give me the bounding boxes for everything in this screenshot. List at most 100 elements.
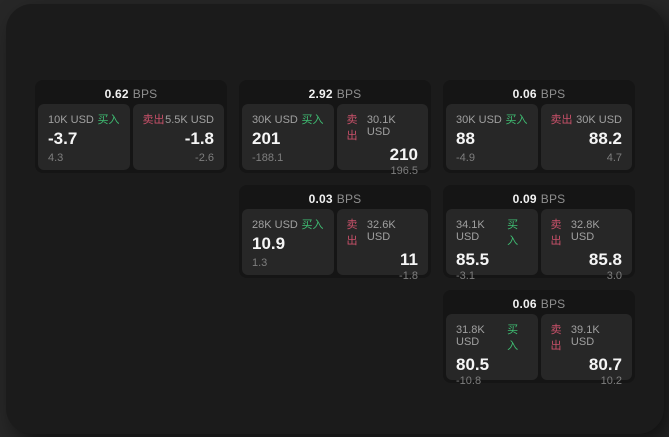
sell-size: 32.6K USD (366, 219, 396, 243)
sell-price: 80.7 (588, 355, 622, 374)
sell-delta: 3.0 (606, 269, 622, 282)
buy-side-label: 买入 (301, 219, 324, 231)
buy-price: 10.9 (252, 234, 286, 253)
sell-cell[interactable]: 卖出 32.6K USD 11 -1.8 (336, 209, 428, 282)
sell-cell[interactable]: 卖出 30.1K USD 210 196.5 (336, 104, 428, 177)
quote-card[interactable]: 0.06 BPS 31.8K USD 买入 80.5 -10.8 卖出 39.1… (443, 290, 635, 387)
buy-cell-top: 30K USD 买入 (252, 111, 324, 127)
bps-unit-label: BPS (336, 86, 362, 101)
sell-cell[interactable]: 卖出 39.1K USD 80.7 10.2 (540, 314, 632, 387)
card-header: 0.62 BPS (38, 83, 224, 104)
bps-unit-label: BPS (336, 191, 362, 206)
buy-delta: -4.9 (456, 152, 475, 164)
sell-delta: -1.8 (399, 269, 418, 282)
bps-value: 0.03 (308, 191, 333, 206)
sell-cell-top: 卖出 30.1K USD (347, 111, 419, 143)
buy-delta: 1.3 (252, 257, 268, 269)
buy-cell-top: 31.8K USD 买入 (456, 321, 528, 353)
sell-price: 88.2 (588, 129, 622, 148)
card-header: 0.06 BPS (446, 83, 632, 104)
sell-size: 39.1K USD (570, 324, 600, 348)
buy-cell-top: 30K USD 买入 (456, 111, 528, 127)
buy-size: 34.1K USD (456, 219, 485, 243)
bps-unit-label: BPS (540, 296, 566, 311)
sell-cell-top: 卖出 30K USD (551, 111, 623, 127)
sell-size: 30.1K USD (366, 114, 396, 138)
sell-delta: 196.5 (390, 164, 418, 177)
sell-size: 32.8K USD (570, 219, 600, 243)
buy-cell[interactable]: 34.1K USD 买入 85.5 -3.1 (446, 209, 538, 282)
sell-cell[interactable]: 卖出 5.5K USD -1.8 -2.6 (132, 104, 224, 170)
sell-price: 11 (400, 250, 418, 269)
bps-unit-label: BPS (540, 191, 566, 206)
buy-cell[interactable]: 30K USD 买入 88 -4.9 (446, 104, 538, 170)
buy-price: 80.5 (456, 355, 490, 374)
sell-size: 30K USD (576, 114, 622, 126)
bps-value: 0.62 (104, 86, 129, 101)
sell-cell-top: 卖出 32.8K USD (551, 216, 623, 248)
card-body: 30K USD 买入 201 -188.1 卖出 30.1K USD 210 1… (242, 104, 428, 177)
buy-delta: -10.8 (456, 374, 482, 387)
quote-grid: 0.62 BPS 10K USD 买入 -3.7 4.3 卖出 5.5K USD… (35, 80, 635, 387)
sell-size: 5.5K USD (165, 114, 214, 126)
sell-cell-top: 卖出 32.6K USD (347, 216, 419, 248)
sell-side-label: 卖出 (142, 114, 165, 126)
buy-cell[interactable]: 28K USD 买入 10.9 1.3 (242, 209, 334, 275)
app-window: 0.62 BPS 10K USD 买入 -3.7 4.3 卖出 5.5K USD… (6, 4, 664, 434)
buy-size: 31.8K USD (456, 324, 485, 348)
card-body: 34.1K USD 买入 85.5 -3.1 卖出 32.8K USD 85.8… (446, 209, 632, 282)
buy-price: 85.5 (456, 250, 490, 269)
sell-side-label: 卖出 (346, 114, 358, 142)
sell-delta: -2.6 (195, 152, 214, 164)
buy-size: 30K USD (456, 114, 502, 126)
buy-cell[interactable]: 30K USD 买入 201 -188.1 (242, 104, 334, 170)
sell-side-label: 卖出 (550, 324, 562, 352)
card-body: 28K USD 买入 10.9 1.3 卖出 32.6K USD 11 -1.8 (242, 209, 428, 282)
buy-price: -3.7 (48, 129, 78, 148)
card-body: 30K USD 买入 88 -4.9 卖出 30K USD 88.2 4.7 (446, 104, 632, 170)
buy-side-label: 买入 (507, 219, 519, 247)
card-body: 31.8K USD 买入 80.5 -10.8 卖出 39.1K USD 80.… (446, 314, 632, 387)
bps-value: 0.06 (512, 296, 537, 311)
quote-card[interactable]: 0.06 BPS 30K USD 买入 88 -4.9 卖出 30K USD 8… (443, 80, 635, 173)
bps-unit-label: BPS (132, 86, 158, 101)
sell-cell-top: 卖出 39.1K USD (551, 321, 623, 353)
quote-card[interactable]: 0.09 BPS 34.1K USD 买入 85.5 -3.1 卖出 32.8K… (443, 185, 635, 282)
buy-cell-top: 10K USD 买入 (48, 111, 120, 127)
buy-cell-top: 34.1K USD 买入 (456, 216, 528, 248)
sell-cell[interactable]: 卖出 30K USD 88.2 4.7 (540, 104, 632, 170)
sell-price: 210 (389, 145, 418, 164)
quote-card[interactable]: 0.62 BPS 10K USD 买入 -3.7 4.3 卖出 5.5K USD… (35, 80, 227, 173)
sell-delta: 10.2 (600, 374, 622, 387)
bps-value: 0.06 (512, 86, 537, 101)
buy-side-label: 买入 (301, 114, 324, 126)
buy-cell-top: 28K USD 买入 (252, 216, 324, 232)
buy-price: 201 (252, 129, 281, 148)
quote-card[interactable]: 0.03 BPS 28K USD 买入 10.9 1.3 卖出 32.6K US… (239, 185, 431, 282)
buy-side-label: 买入 (505, 114, 528, 126)
buy-delta: -188.1 (252, 152, 284, 164)
buy-size: 10K USD (48, 114, 94, 126)
buy-size: 30K USD (252, 114, 298, 126)
bps-value: 2.92 (308, 86, 333, 101)
bps-value: 0.09 (512, 191, 537, 206)
buy-price: 88 (456, 129, 475, 148)
card-header: 0.06 BPS (446, 293, 632, 314)
buy-delta: -3.1 (456, 269, 475, 282)
buy-cell[interactable]: 31.8K USD 买入 80.5 -10.8 (446, 314, 538, 387)
bps-unit-label: BPS (540, 86, 566, 101)
sell-cell-top: 卖出 5.5K USD (143, 111, 215, 127)
buy-side-label: 买入 (97, 114, 120, 126)
buy-cell[interactable]: 10K USD 买入 -3.7 4.3 (38, 104, 130, 170)
buy-side-label: 买入 (507, 324, 519, 352)
card-header: 0.09 BPS (446, 188, 632, 209)
quote-card[interactable]: 2.92 BPS 30K USD 买入 201 -188.1 卖出 30.1K … (239, 80, 431, 177)
sell-cell[interactable]: 卖出 32.8K USD 85.8 3.0 (540, 209, 632, 282)
buy-size: 28K USD (252, 219, 298, 231)
card-header: 2.92 BPS (242, 83, 428, 104)
sell-price: 85.8 (588, 250, 622, 269)
sell-price: -1.8 (184, 129, 214, 148)
card-header: 0.03 BPS (242, 188, 428, 209)
sell-delta: 4.7 (606, 152, 622, 164)
sell-side-label: 卖出 (346, 219, 358, 247)
